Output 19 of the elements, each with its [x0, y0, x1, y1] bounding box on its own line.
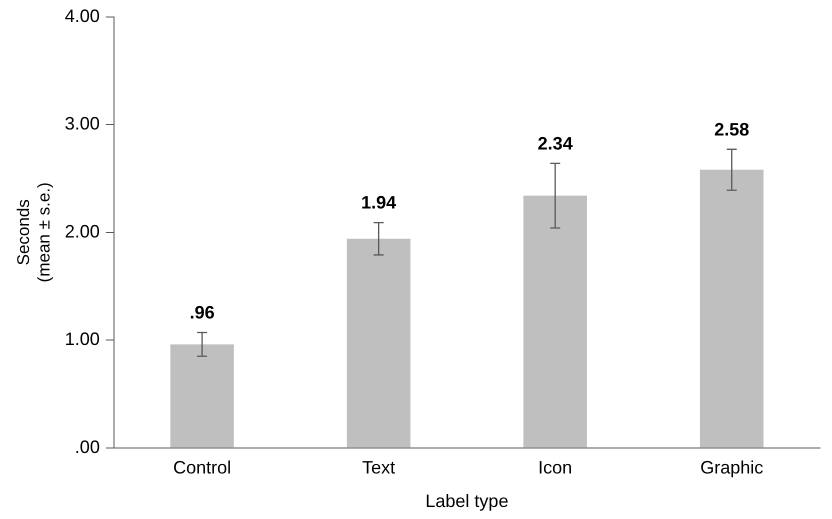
y-tick-label: 3.00 [64, 114, 100, 134]
y-tick-label: 2.00 [64, 221, 100, 242]
x-tick-label: Icon [538, 458, 572, 478]
bar [523, 196, 587, 448]
bar [170, 344, 234, 448]
x-tick-label: Text [362, 458, 396, 478]
y-tick-label: 4.00 [64, 6, 100, 26]
bar [346, 238, 410, 448]
y-tick-label: .00 [74, 436, 100, 457]
x-axis-title: Label type [425, 491, 508, 512]
bar [700, 170, 764, 448]
data-label: 1.94 [361, 192, 396, 213]
y-axis-title: Seconds (mean ± s.e.) [14, 182, 54, 282]
data-label: 2.58 [714, 119, 750, 140]
x-tick-label: Control [173, 458, 232, 478]
data-label: 2.34 [538, 133, 573, 154]
x-tick-label: Graphic [700, 458, 764, 478]
y-tick-label: 1.00 [64, 329, 100, 350]
data-label: .96 [190, 302, 215, 322]
